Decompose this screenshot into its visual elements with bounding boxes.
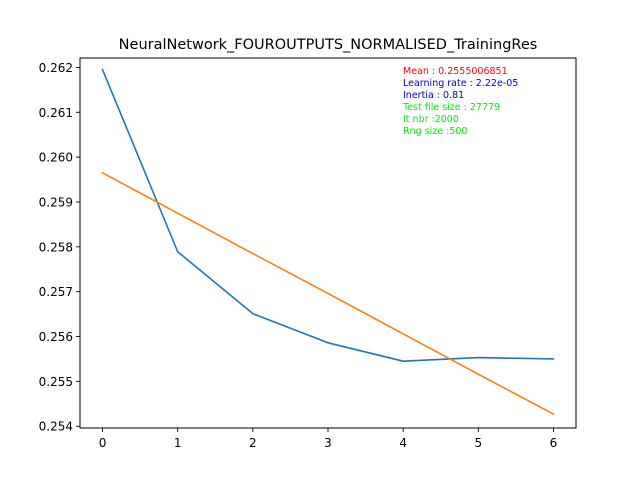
plot-frame — [79, 57, 577, 429]
annotation-text: Rng size :500 — [403, 126, 467, 137]
y-tick-label: 0.254 — [39, 420, 73, 434]
chart-title: NeuralNetwork_FOUROUTPUTS_NORMALISED_Tra… — [119, 37, 538, 53]
y-tick-label: 0.257 — [39, 285, 73, 299]
x-tick-label: 2 — [249, 436, 257, 450]
x-tick-label: 6 — [550, 436, 558, 450]
annotation-text: Inertia : 0.81 — [403, 90, 464, 101]
x-tick-label: 1 — [174, 436, 182, 450]
y-tick-label: 0.260 — [39, 151, 73, 165]
x-tick-label: 0 — [99, 436, 107, 450]
x-tick-label: 3 — [324, 436, 332, 450]
plot-lines — [101, 68, 555, 416]
x-axis: 0 1 2 3 4 5 6 — [99, 428, 558, 450]
series-line-2 — [101, 171, 555, 416]
y-tick-label: 0.259 — [39, 195, 73, 209]
x-tick-label: 5 — [474, 436, 482, 450]
y-tick-label: 0.258 — [39, 240, 73, 254]
series-line-1 — [101, 68, 555, 362]
annotation-text: It nbr :2000 — [403, 114, 459, 125]
annotation-text: Learning rate : 2.22e-05 — [403, 78, 518, 89]
annotation-text: Test file size : 27779 — [402, 102, 500, 113]
x-tick-label: 4 — [399, 436, 407, 450]
annotation-text: Mean : 0.2555006851 — [403, 66, 508, 77]
y-tick-label: 0.256 — [39, 330, 73, 344]
y-axis: 0.254 0.255 0.256 0.257 0.258 0.259 0.260 0.261… — [39, 61, 80, 434]
y-tick-label: 0.255 — [39, 375, 73, 389]
y-tick-label: 0.262 — [39, 61, 73, 75]
y-tick-label: 0.261 — [39, 106, 73, 120]
